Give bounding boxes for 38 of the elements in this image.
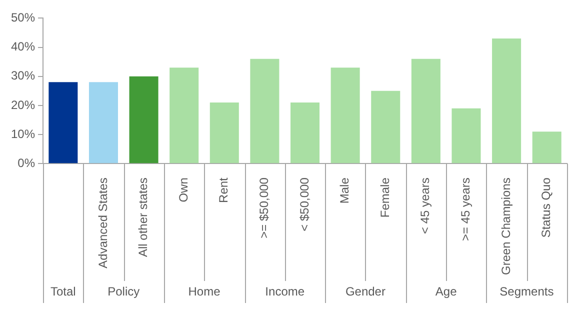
y-tick-label: 0% — [18, 156, 36, 170]
x-tick-label: Status Quo — [539, 177, 554, 238]
bar — [210, 102, 239, 164]
text: Total — [50, 284, 76, 298]
x-tick-label: Male — [338, 177, 352, 204]
x-tick-label: Own — [176, 178, 190, 202]
x-tick-label: Rent — [216, 176, 231, 203]
text: Age — [435, 284, 458, 298]
x-tick-label: Female — [378, 177, 392, 218]
text: Home — [188, 284, 221, 298]
x-tick-label: Green Champions — [498, 178, 513, 276]
x-tick-label: < $50,000 — [297, 177, 312, 232]
y-tick-label: 50% — [10, 10, 36, 25]
bar — [371, 90, 400, 164]
x-tick-label: Advanced States — [96, 178, 110, 268]
text: Segments — [500, 284, 554, 298]
y-tick-label: 40% — [10, 40, 36, 54]
y-tick-label: 30% — [10, 68, 36, 83]
bar — [250, 58, 280, 164]
text: Policy — [108, 284, 140, 298]
x-tick-label: >= $50,000 — [257, 177, 272, 238]
bar — [290, 102, 320, 164]
bar — [48, 82, 78, 164]
bar — [492, 38, 522, 164]
text: Gender — [345, 284, 386, 298]
x-tick-label: < 45 years — [418, 178, 432, 234]
text: Income — [265, 284, 305, 298]
bar — [411, 58, 440, 164]
bar — [88, 82, 118, 164]
x-tick-label: >= 45 years — [458, 178, 473, 241]
bar — [532, 132, 562, 164]
bar — [129, 76, 158, 164]
bar — [330, 68, 360, 164]
x-tick-label: All other states — [136, 178, 150, 257]
bar — [452, 108, 481, 164]
y-tick-label: 10% — [10, 126, 36, 141]
y-tick-label: 20% — [10, 98, 36, 112]
bar — [170, 68, 199, 164]
